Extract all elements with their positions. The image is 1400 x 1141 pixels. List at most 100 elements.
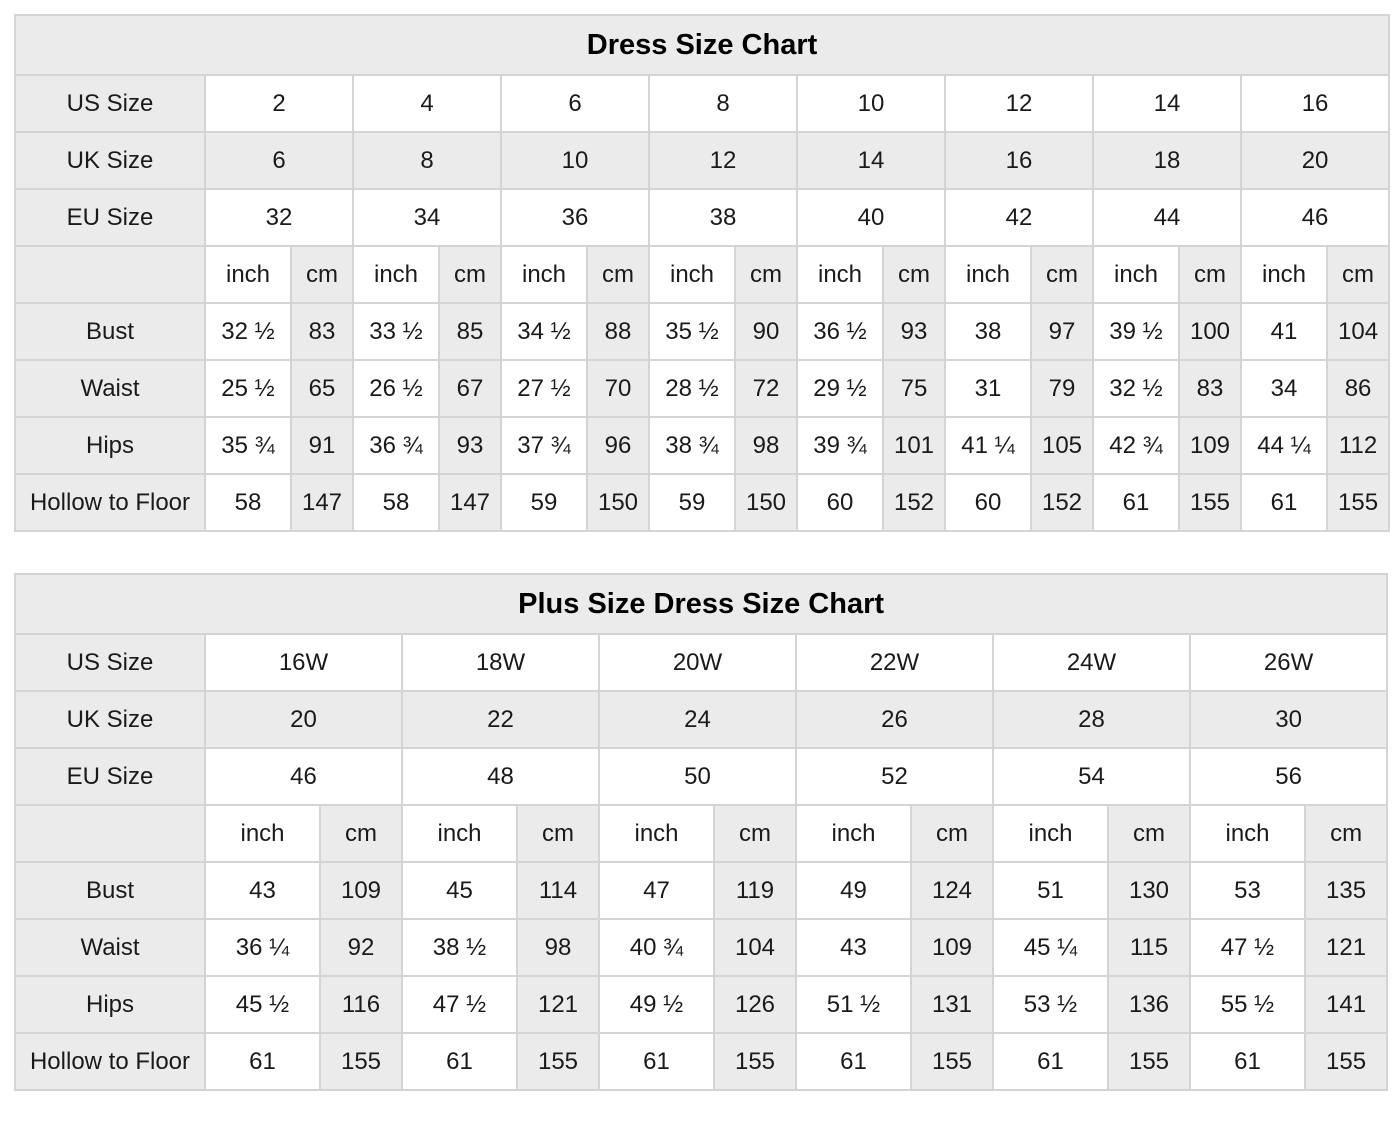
measure-inch-cell: 35 ½ bbox=[648, 302, 736, 361]
measure-inch-cell: 37 ¾ bbox=[500, 416, 588, 475]
measure-inch-cell: 51 ½ bbox=[795, 975, 912, 1034]
measure-inch-cell: 53 bbox=[1189, 861, 1306, 920]
unit-cm-cell: cm bbox=[1107, 804, 1191, 863]
measure-inch-cell: 27 ½ bbox=[500, 359, 588, 418]
unit-inch-cell: inch bbox=[500, 245, 588, 304]
unit-cm-cell: cm bbox=[713, 804, 797, 863]
size-value-cell: 6 bbox=[500, 74, 650, 133]
measure-cm-cell: 121 bbox=[1303, 918, 1389, 977]
size-value-cell: 4 bbox=[352, 74, 502, 133]
size-value-cell: 40 bbox=[796, 188, 946, 247]
unit-cm-cell: cm bbox=[734, 245, 798, 304]
size-value-cell: 38 bbox=[648, 188, 798, 247]
dress-size-chart-table: Dress Size Chart US Size 2 4 6 8 10 12 14 16 UK Si… bbox=[13, 14, 1391, 532]
unit-inch-cell: inch bbox=[204, 245, 292, 304]
unit-inch-cell: inch bbox=[1092, 245, 1180, 304]
measure-cm-cell: 155 bbox=[516, 1032, 600, 1091]
measure-cm-cell: 136 bbox=[1107, 975, 1191, 1034]
size-value-cell: 2 bbox=[204, 74, 354, 133]
size-value-cell: 56 bbox=[1188, 747, 1389, 806]
measure-cm-cell: 83 bbox=[290, 302, 354, 361]
measure-inch-cell: 47 ½ bbox=[401, 975, 518, 1034]
measure-inch-cell: 34 ½ bbox=[500, 302, 588, 361]
size-value-cell: 10 bbox=[796, 74, 946, 133]
size-value-cell: 10 bbox=[500, 131, 650, 190]
measure-inch-cell: 36 ¼ bbox=[204, 918, 321, 977]
size-value-cell: 6 bbox=[204, 131, 354, 190]
measure-inch-cell: 35 ¾ bbox=[204, 416, 292, 475]
row-label: EU Size bbox=[14, 188, 206, 247]
unit-cm-cell: cm bbox=[586, 245, 650, 304]
measure-inch-cell: 45 bbox=[401, 861, 518, 920]
measure-inch-cell: 45 ½ bbox=[204, 975, 321, 1034]
measure-cm-cell: 75 bbox=[882, 359, 946, 418]
size-value-cell: 42 bbox=[944, 188, 1094, 247]
unit-inch-cell: inch bbox=[648, 245, 736, 304]
size-value-cell: 44 bbox=[1092, 188, 1242, 247]
measure-inch-cell: 38 ½ bbox=[401, 918, 518, 977]
size-value-cell: 46 bbox=[204, 747, 403, 806]
measure-inch-cell: 58 bbox=[352, 473, 440, 532]
measure-cm-cell: 96 bbox=[586, 416, 650, 475]
measure-inch-cell: 44 ¼ bbox=[1240, 416, 1328, 475]
unit-inch-cell: inch bbox=[795, 804, 912, 863]
unit-cm-cell: cm bbox=[290, 245, 354, 304]
row-label: Waist bbox=[14, 359, 206, 418]
unit-inch-cell: inch bbox=[352, 245, 440, 304]
row-label: Bust bbox=[14, 861, 206, 920]
measure-cm-cell: 97 bbox=[1030, 302, 1094, 361]
measure-cm-cell: 65 bbox=[290, 359, 354, 418]
measure-cm-cell: 155 bbox=[1303, 1032, 1389, 1091]
measure-cm-cell: 150 bbox=[734, 473, 798, 532]
unit-cm-cell: cm bbox=[1178, 245, 1242, 304]
measure-cm-cell: 116 bbox=[319, 975, 403, 1034]
size-value-cell: 14 bbox=[1092, 74, 1242, 133]
measure-inch-cell: 42 ¾ bbox=[1092, 416, 1180, 475]
size-value-cell: 26 bbox=[795, 690, 994, 749]
size-value-cell: 22W bbox=[795, 633, 994, 692]
measure-cm-cell: 121 bbox=[516, 975, 600, 1034]
unit-inch-cell: inch bbox=[204, 804, 321, 863]
measure-inch-cell: 33 ½ bbox=[352, 302, 440, 361]
chart-title: Plus Size Dress Size Chart bbox=[13, 573, 1389, 635]
corner-cell bbox=[14, 245, 206, 304]
row-label: Hips bbox=[14, 975, 206, 1034]
row-label: Bust bbox=[14, 302, 206, 361]
measure-inch-cell: 26 ½ bbox=[352, 359, 440, 418]
measure-inch-cell: 29 ½ bbox=[796, 359, 884, 418]
measure-inch-cell: 32 ½ bbox=[204, 302, 292, 361]
measure-inch-cell: 61 bbox=[204, 1032, 321, 1091]
size-value-cell: 8 bbox=[648, 74, 798, 133]
measure-inch-cell: 49 ½ bbox=[598, 975, 715, 1034]
measure-cm-cell: 155 bbox=[713, 1032, 797, 1091]
size-value-cell: 30 bbox=[1188, 690, 1389, 749]
unit-cm-cell: cm bbox=[516, 804, 600, 863]
measure-inch-cell: 43 bbox=[795, 918, 912, 977]
measure-cm-cell: 130 bbox=[1107, 861, 1191, 920]
size-value-cell: 46 bbox=[1239, 188, 1391, 247]
measure-inch-cell: 36 ½ bbox=[796, 302, 884, 361]
measure-inch-cell: 51 bbox=[992, 861, 1109, 920]
measure-cm-cell: 147 bbox=[438, 473, 502, 532]
unit-inch-cell: inch bbox=[944, 245, 1032, 304]
measure-cm-cell: 70 bbox=[586, 359, 650, 418]
size-value-cell: 24 bbox=[598, 690, 797, 749]
size-value-cell: 20 bbox=[1239, 131, 1391, 190]
size-value-cell: 16W bbox=[204, 633, 403, 692]
size-value-cell: 50 bbox=[598, 747, 797, 806]
measure-cm-cell: 83 bbox=[1178, 359, 1242, 418]
measure-cm-cell: 98 bbox=[734, 416, 798, 475]
measure-cm-cell: 101 bbox=[882, 416, 946, 475]
measure-cm-cell: 155 bbox=[319, 1032, 403, 1091]
measure-inch-cell: 58 bbox=[204, 473, 292, 532]
measure-cm-cell: 72 bbox=[734, 359, 798, 418]
measure-cm-cell: 131 bbox=[910, 975, 994, 1034]
unit-cm-cell: cm bbox=[1030, 245, 1094, 304]
plus-size-dress-size-chart-table: Plus Size Dress Size Chart US Size 16W 18W 2… bbox=[13, 573, 1389, 1091]
measure-inch-cell: 61 bbox=[992, 1032, 1109, 1091]
measure-inch-cell: 25 ½ bbox=[204, 359, 292, 418]
measure-inch-cell: 61 bbox=[401, 1032, 518, 1091]
measure-inch-cell: 55 ½ bbox=[1189, 975, 1306, 1034]
measure-inch-cell: 36 ¾ bbox=[352, 416, 440, 475]
unit-cm-cell: cm bbox=[319, 804, 403, 863]
